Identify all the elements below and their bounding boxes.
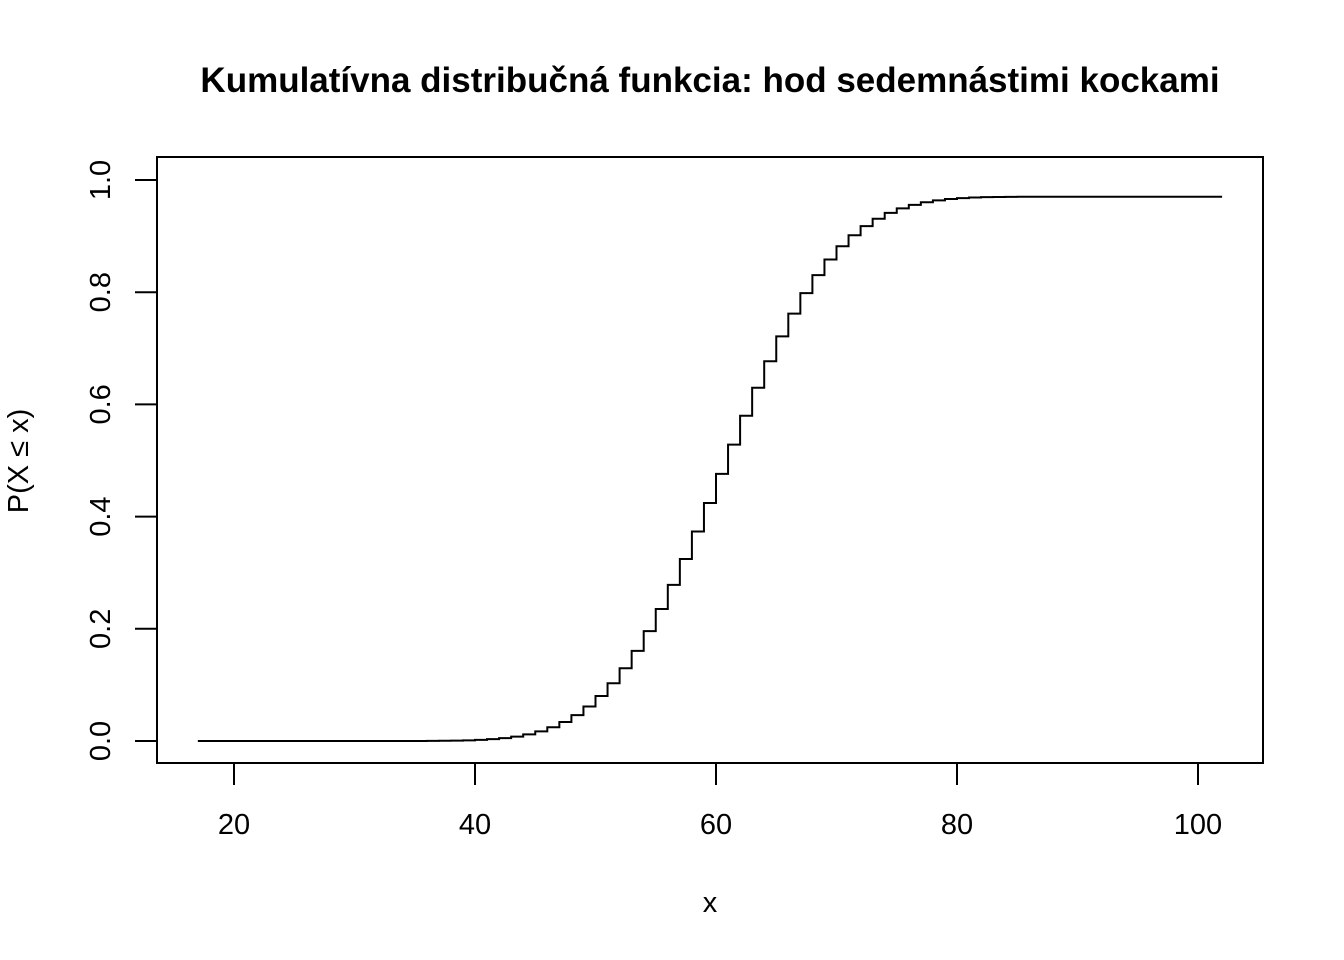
y-axis-title: P(X ≤ x) bbox=[3, 409, 35, 514]
x-tick-label: 20 bbox=[218, 809, 250, 841]
x-tick-label: 80 bbox=[941, 809, 973, 841]
x-tick-label: 60 bbox=[700, 809, 732, 841]
chart-title: Kumulatívna distribučná funkcia: hod sed… bbox=[200, 61, 1219, 100]
y-axis: 0.0 0.2 0.4 0.6 0.8 1.0 bbox=[85, 160, 158, 761]
x-axis: 20 40 60 80 100 bbox=[218, 762, 1222, 841]
y-tick-label: 0.6 bbox=[85, 384, 117, 424]
x-tick-label: 40 bbox=[459, 809, 491, 841]
y-tick-label: 0.8 bbox=[85, 272, 117, 312]
series-group bbox=[197, 195, 1223, 742]
x-axis-title: x bbox=[703, 887, 718, 919]
cdf-step-line bbox=[197, 195, 1223, 742]
y-tick-label: 0.2 bbox=[85, 609, 117, 649]
plot-frame bbox=[156, 156, 1264, 764]
y-tick-label: 1.0 bbox=[85, 160, 117, 200]
y-tick-label: 0.0 bbox=[85, 721, 117, 761]
y-tick-label: 0.4 bbox=[85, 496, 117, 536]
x-tick-label: 100 bbox=[1174, 809, 1222, 841]
